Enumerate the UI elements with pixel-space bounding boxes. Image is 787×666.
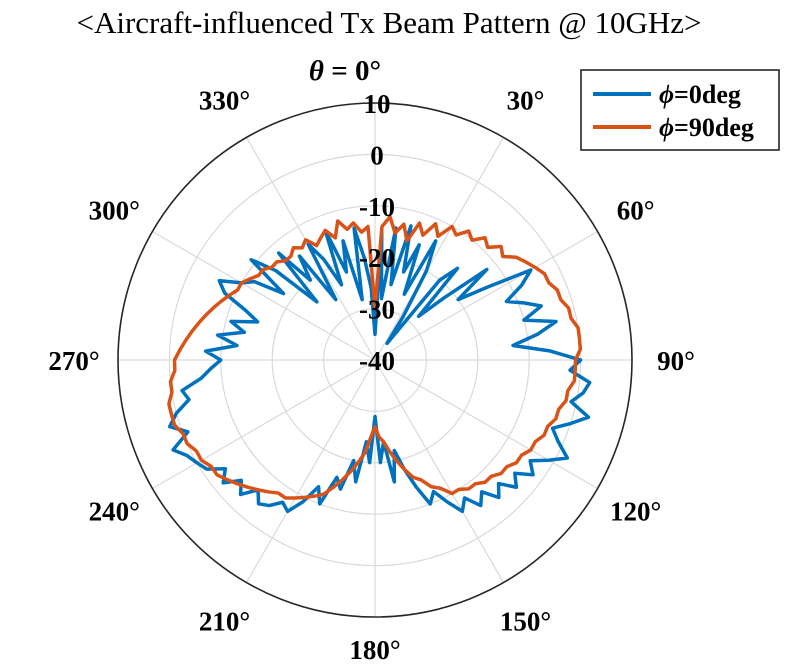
legend-phi-text-1: =90deg [674, 113, 754, 142]
angle-tick-label-90: 90° [657, 346, 695, 376]
angle-tick-label-120: 120° [610, 497, 661, 527]
legend-box [580, 69, 780, 151]
chart-title: <Aircraft-influenced Tx Beam Pattern @ 1… [76, 5, 701, 40]
legend-label-phi-0: ϕ=0deg [659, 80, 741, 109]
grid-spoke-10 [152, 230, 376, 361]
theta-symbol: θ [309, 55, 324, 87]
angle-tick-label-270: 270° [48, 346, 99, 376]
angle-tick-label-210: 210° [199, 607, 250, 637]
radial-tick-label-0: -40 [359, 346, 395, 376]
radial-tick-label-2: -20 [359, 243, 395, 273]
grid-spoke-1 [374, 137, 505, 361]
angle-tick-label-180: 180° [349, 635, 400, 665]
grid-spoke-8 [152, 359, 376, 490]
legend-label-phi-90: ϕ=90deg [659, 113, 754, 142]
grid-spoke-5 [374, 359, 505, 583]
radial-tick-label-1: -30 [359, 295, 395, 325]
radial-ticks: -40 -30 -20 -10 0 10 [359, 89, 395, 376]
legend: ϕ=0deg ϕ=90deg [580, 69, 780, 151]
legend-phi-symbol-1: ϕ [659, 113, 674, 142]
polar-outer-ring [117, 102, 633, 618]
series-layer [167, 215, 592, 514]
angle-tick-label-330: 330° [199, 85, 250, 115]
grid-spoke-2 [374, 230, 598, 361]
radial-tick-label-3: -10 [359, 192, 395, 222]
radial-tick-label-4: 0 [370, 140, 384, 170]
series-line-1 [167, 215, 583, 500]
angle-tick-label-300: 300° [89, 196, 140, 226]
angle-tick-label-150: 150° [500, 607, 551, 637]
theta-zero-label: θ = 0° [309, 55, 381, 87]
angle-tick-label-60: 60° [617, 196, 655, 226]
angle-ticks: 30° 60° 90° 120° 150° 180° 210° 240° 270° 300° 330… [48, 85, 695, 665]
legend-phi-symbol-0: ϕ [659, 80, 674, 109]
angle-tick-label-240: 240° [89, 497, 140, 527]
radial-tick-label-5: 10 [364, 89, 391, 119]
angle-tick-label-30: 30° [507, 85, 545, 115]
grid-spoke-4 [374, 359, 598, 490]
legend-phi-text-0: =0deg [674, 80, 741, 109]
theta-zero-text: = 0° [324, 55, 381, 87]
grid-spoke-7 [245, 359, 376, 583]
